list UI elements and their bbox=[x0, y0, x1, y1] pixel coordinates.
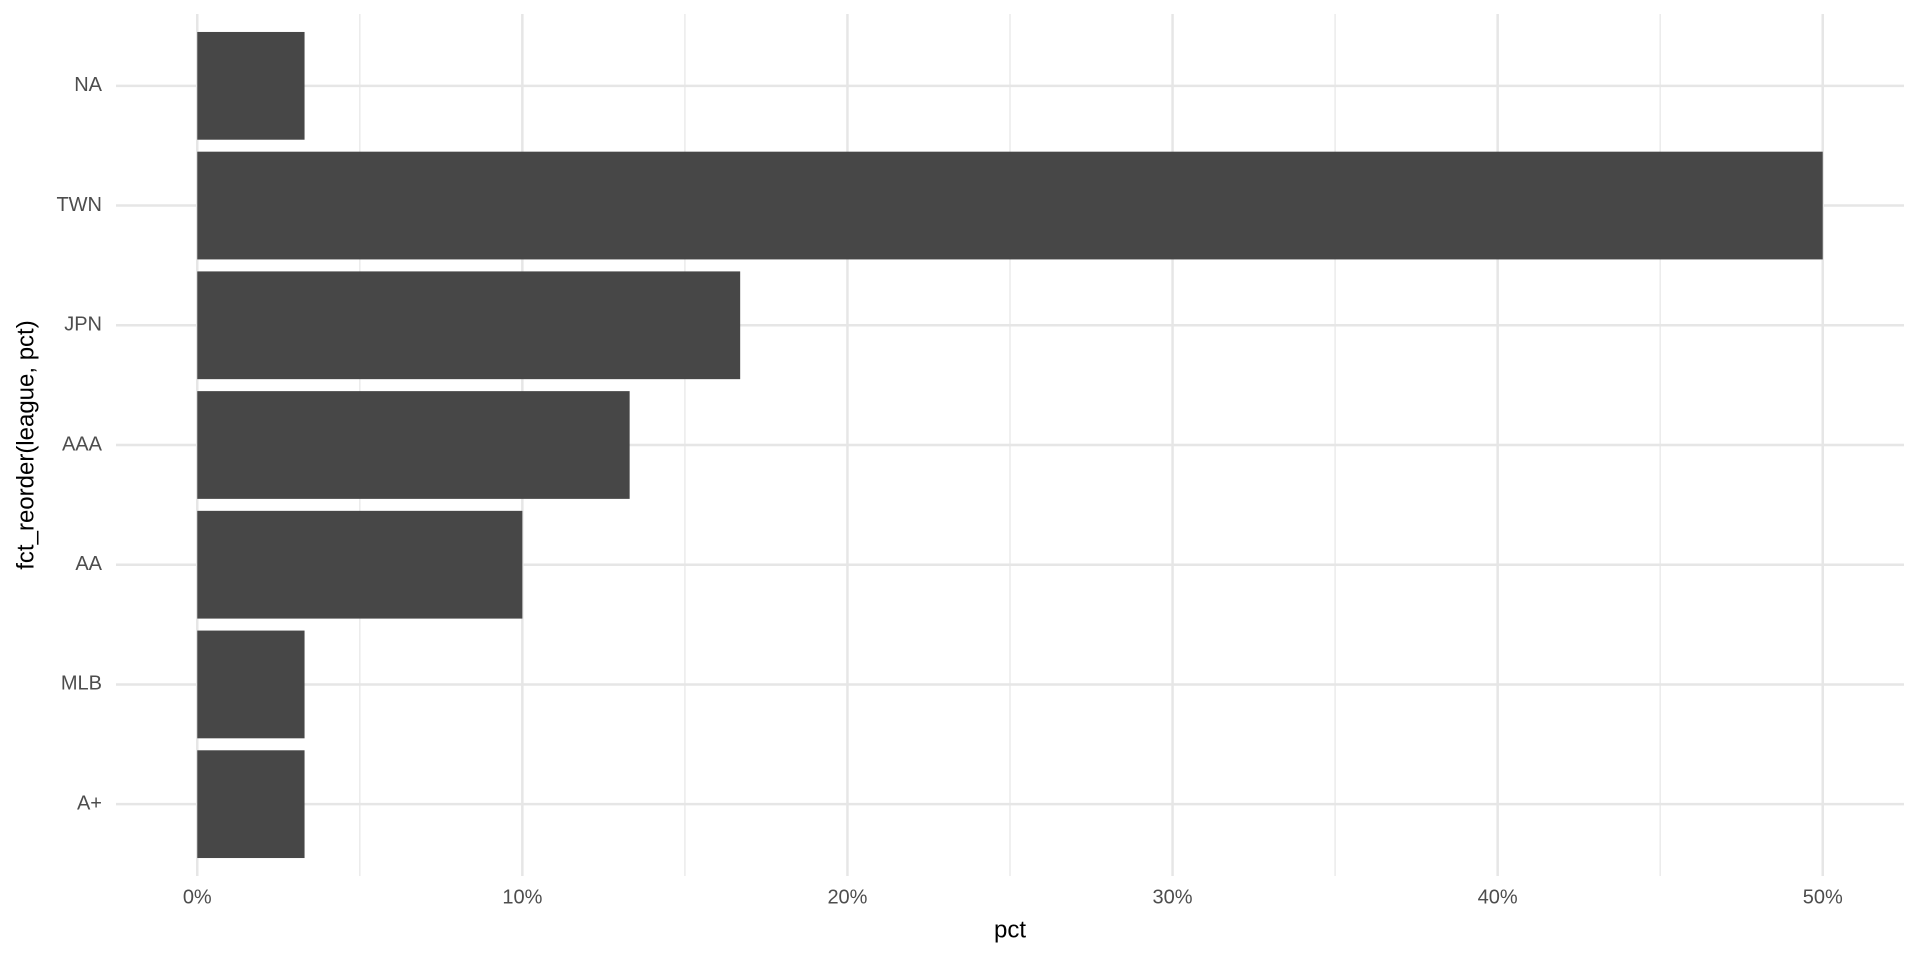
y-tick-label: JPN bbox=[64, 314, 102, 336]
y-tick-label: TWN bbox=[56, 194, 102, 216]
x-tick-label: 30% bbox=[1153, 886, 1193, 908]
x-tick-label: 0% bbox=[183, 886, 212, 908]
y-tick-label: NA bbox=[74, 74, 102, 96]
bar bbox=[197, 391, 630, 499]
bar bbox=[197, 750, 305, 859]
x-tick-label: 20% bbox=[827, 886, 867, 908]
y-tick-label: MLB bbox=[61, 673, 102, 695]
bar bbox=[197, 31, 305, 140]
bar bbox=[197, 510, 523, 619]
x-axis-title: pct bbox=[994, 916, 1026, 943]
y-axis-title: fct_reorder(league, pct) bbox=[12, 320, 39, 569]
y-tick-label: A+ bbox=[77, 792, 102, 814]
x-tick-label: 50% bbox=[1803, 886, 1843, 908]
x-tick-label: 40% bbox=[1478, 886, 1518, 908]
bar bbox=[197, 630, 305, 739]
bar bbox=[197, 151, 1823, 260]
y-tick-label: AA bbox=[75, 553, 102, 575]
x-tick-label: 10% bbox=[502, 886, 542, 908]
bar bbox=[197, 271, 741, 380]
y-tick-label: AAA bbox=[62, 433, 103, 455]
